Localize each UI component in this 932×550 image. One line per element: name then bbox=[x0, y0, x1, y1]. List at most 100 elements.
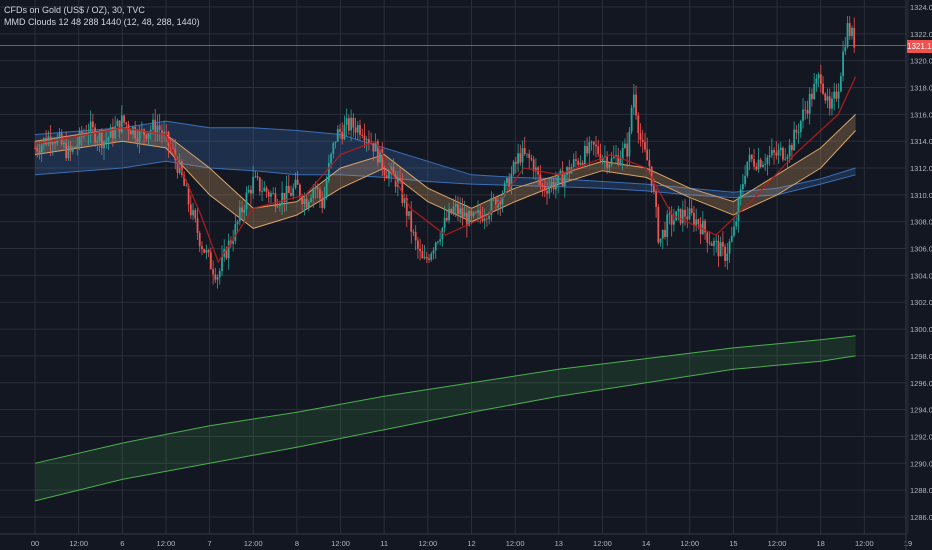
y-tick-label: 1292.00 bbox=[910, 432, 932, 441]
candle-body bbox=[54, 142, 56, 144]
x-tick-label: 8 bbox=[295, 539, 299, 548]
candle-body bbox=[307, 201, 310, 208]
candle-body bbox=[739, 189, 742, 199]
y-tick-label: 1304.00 bbox=[910, 271, 932, 280]
candle-body bbox=[314, 187, 317, 189]
candle-body bbox=[543, 186, 546, 191]
candle-body bbox=[265, 187, 268, 193]
candle-body bbox=[641, 139, 644, 143]
candle-body bbox=[258, 177, 261, 192]
candle-body bbox=[523, 148, 526, 154]
candle-body bbox=[717, 240, 720, 257]
candle-body bbox=[748, 154, 751, 162]
candle-body bbox=[65, 142, 68, 159]
candle-body bbox=[118, 120, 121, 133]
indicator-label: MMD Clouds 12 48 288 1440 (12, 48, 288, … bbox=[4, 17, 200, 27]
y-tick-label: 1324.00 bbox=[910, 3, 932, 12]
x-tick-label: 11 bbox=[380, 539, 388, 548]
candle-body bbox=[557, 173, 560, 184]
candle-body bbox=[822, 83, 824, 94]
candle-body bbox=[123, 115, 125, 123]
candle-body bbox=[646, 149, 649, 161]
candle-body bbox=[310, 198, 312, 202]
candle-body bbox=[699, 224, 702, 235]
candle-body bbox=[753, 159, 755, 167]
symbol-label: CFDs on Gold (US$ / OZ), 30, TVC bbox=[4, 5, 145, 15]
candle-body bbox=[837, 91, 840, 99]
candle-body bbox=[506, 177, 508, 184]
candle-body bbox=[470, 210, 473, 217]
candle-body bbox=[374, 141, 377, 152]
candle-body bbox=[479, 210, 482, 216]
candle-body bbox=[746, 161, 749, 176]
candle-body bbox=[701, 220, 704, 235]
candle-body bbox=[412, 231, 415, 233]
candle-body bbox=[472, 212, 475, 217]
candle-body bbox=[526, 153, 528, 155]
candle-body bbox=[635, 94, 637, 116]
candle-body bbox=[299, 184, 301, 197]
candle-body bbox=[390, 166, 393, 172]
candle-body bbox=[706, 232, 709, 243]
candle-body bbox=[203, 249, 206, 253]
candle-body bbox=[639, 133, 642, 140]
candle-body bbox=[735, 221, 738, 227]
x-tick-label: 12:00 bbox=[244, 539, 263, 548]
candle-body bbox=[550, 181, 553, 187]
candle-body bbox=[143, 129, 145, 135]
candle-body bbox=[704, 220, 706, 233]
candle-body bbox=[724, 246, 727, 261]
candle-body bbox=[648, 160, 651, 167]
candle-body bbox=[278, 204, 281, 207]
candle-body bbox=[352, 117, 355, 128]
candle-body bbox=[786, 156, 789, 159]
candle-body bbox=[619, 158, 622, 165]
candle-body bbox=[410, 211, 413, 232]
candle-body bbox=[388, 171, 390, 179]
candle-body bbox=[521, 148, 524, 163]
y-tick-label: 1300.00 bbox=[910, 325, 932, 334]
x-tick-label: 15 bbox=[729, 539, 737, 548]
candle-body bbox=[719, 242, 722, 257]
x-tick-label: 13 bbox=[555, 539, 563, 548]
candle-body bbox=[655, 191, 657, 207]
candle-body bbox=[316, 187, 319, 190]
candle-body bbox=[813, 84, 816, 100]
candle-body bbox=[708, 242, 711, 244]
candle-body bbox=[94, 127, 97, 143]
candle-body bbox=[572, 159, 575, 168]
candle-body bbox=[454, 204, 457, 207]
candle-body bbox=[697, 219, 700, 225]
candle-body bbox=[100, 132, 103, 149]
candle-body bbox=[650, 166, 653, 187]
candle-body bbox=[790, 145, 793, 151]
candle-body bbox=[744, 175, 747, 185]
candle-body bbox=[156, 125, 159, 134]
candle-body bbox=[657, 206, 660, 243]
candle-body bbox=[194, 210, 197, 219]
candle-body bbox=[853, 27, 856, 48]
candle-body bbox=[138, 129, 141, 142]
candle-body bbox=[76, 144, 79, 148]
candle-body bbox=[768, 155, 771, 158]
candle-body bbox=[588, 142, 591, 154]
candle-body bbox=[670, 213, 673, 225]
candle-body bbox=[112, 127, 114, 139]
candle-body bbox=[408, 211, 410, 216]
candle-body bbox=[617, 155, 620, 165]
candle-body bbox=[811, 93, 813, 100]
candle-body bbox=[334, 141, 337, 143]
candle-body bbox=[319, 189, 321, 199]
candle-body bbox=[474, 212, 477, 214]
candle-body bbox=[759, 159, 762, 168]
candle-body bbox=[463, 212, 466, 217]
ma-12-line bbox=[34, 76, 857, 264]
candle-body bbox=[597, 146, 600, 155]
candle-body bbox=[793, 129, 796, 151]
candle-body bbox=[368, 139, 370, 143]
candle-body bbox=[773, 150, 775, 153]
candle-body bbox=[483, 218, 486, 221]
candle-body bbox=[212, 269, 214, 275]
candle-body bbox=[63, 142, 65, 145]
